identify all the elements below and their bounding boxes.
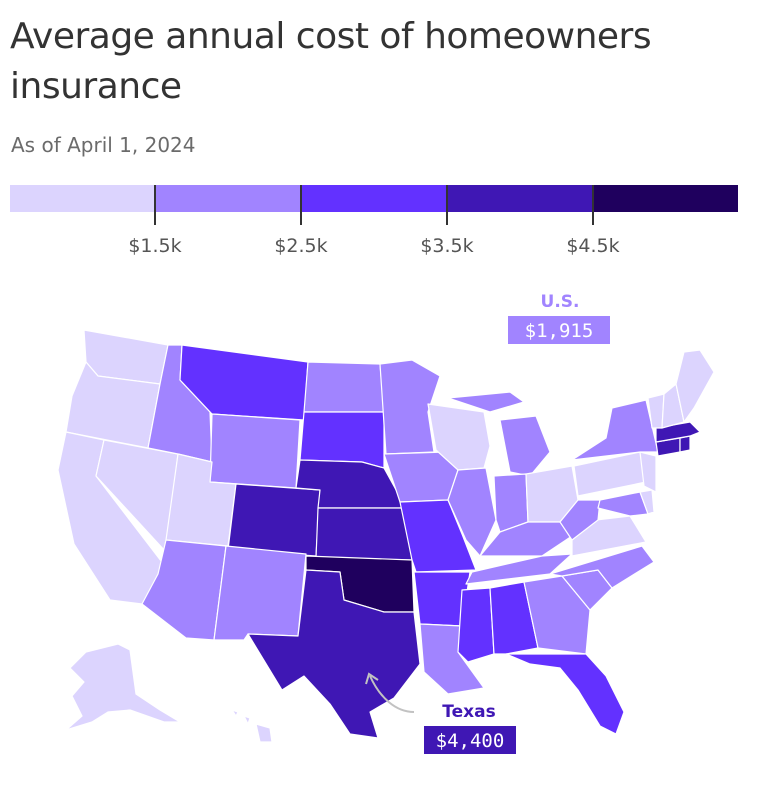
state-north-carolina[interactable]: [549, 545, 655, 589]
legend-label-1: $1.5k: [128, 235, 182, 257]
state-rhode-island[interactable]: [679, 435, 691, 453]
chart-subtitle: As of April 1, 2024: [11, 133, 196, 157]
legend-label-3: $3.5k: [420, 235, 474, 257]
state-colorado[interactable]: [227, 483, 321, 557]
texas-callout-label: Texas: [442, 702, 495, 722]
texas-callout-value: $4,400: [436, 730, 505, 752]
us-callout-value: $1,915: [525, 320, 594, 342]
color-legend: $1.5k $2.5k $3.5k $4.5k: [10, 185, 738, 257]
state-hawaii[interactable]: [231, 709, 273, 743]
state-alabama[interactable]: [489, 581, 539, 655]
legend-bin-3: [301, 185, 447, 212]
us-callout-box: [508, 316, 610, 344]
legend-bin-2: [155, 185, 302, 212]
legend-tick-3: [446, 185, 448, 225]
state-west-virginia[interactable]: [559, 499, 601, 541]
state-kentucky[interactable]: [479, 521, 573, 557]
legend-bin-5: [592, 185, 738, 212]
state-maryland[interactable]: [597, 491, 649, 517]
state-kansas[interactable]: [315, 507, 413, 561]
state-texas[interactable]: [247, 569, 421, 739]
state-florida[interactable]: [505, 653, 625, 735]
legend-label-2: $2.5k: [274, 235, 328, 257]
texas-callout-box: [424, 726, 516, 754]
state-mississippi[interactable]: [457, 587, 495, 663]
state-maine[interactable]: [675, 349, 715, 423]
us-callout-label: U.S.: [541, 292, 580, 312]
state-new-mexico[interactable]: [213, 545, 307, 641]
legend-label-4: $4.5k: [566, 235, 620, 257]
state-tennessee[interactable]: [465, 553, 573, 585]
legend-tick-2: [300, 185, 302, 225]
state-new-jersey[interactable]: [639, 451, 657, 493]
legend-tick-1: [154, 185, 156, 225]
chart-title: Average annual cost of homeowners insura…: [10, 16, 652, 107]
legend-bin-1: [10, 185, 156, 212]
state-north-dakota[interactable]: [303, 361, 385, 413]
state-new-york[interactable]: [571, 399, 659, 461]
texas-callout-arrowhead: [365, 672, 379, 685]
state-delaware[interactable]: [639, 489, 655, 515]
legend-bin-4: [446, 185, 593, 212]
state-alaska[interactable]: [65, 643, 181, 731]
texas-callout-arrow: [369, 675, 415, 713]
state-south-dakota[interactable]: [299, 411, 385, 469]
state-georgia[interactable]: [523, 575, 591, 655]
state-michigan[interactable]: [447, 391, 551, 477]
legend-tick-4: [592, 185, 594, 225]
state-wyoming[interactable]: [209, 413, 301, 489]
